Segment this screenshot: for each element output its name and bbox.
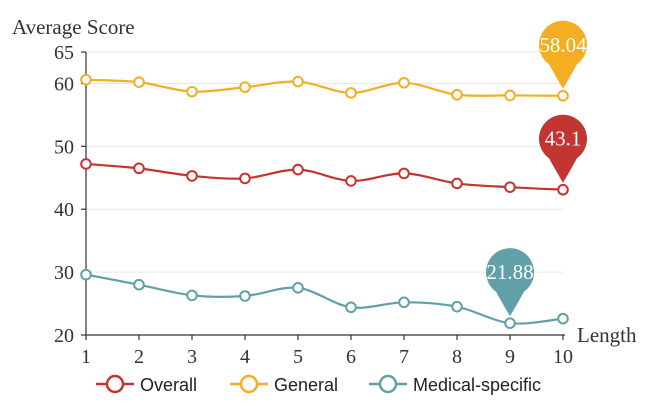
data-point-medical-specific-7 bbox=[398, 296, 410, 309]
marker-pin-general: 58.04 bbox=[539, 20, 587, 89]
marker-pin-label-overall: 43.1 bbox=[545, 127, 582, 151]
x-tick-label-6: 6 bbox=[346, 346, 356, 368]
data-point-overall-8 bbox=[451, 177, 463, 190]
y-tick-label-40: 40 bbox=[54, 199, 74, 221]
legend-item-general: General bbox=[230, 374, 338, 395]
marker-pin-label-medical-specific: 21.88 bbox=[486, 260, 533, 284]
data-point-medical-specific-6 bbox=[345, 301, 357, 314]
data-point-overall-1 bbox=[80, 158, 92, 170]
x-tick-label-5: 5 bbox=[293, 346, 303, 368]
data-point-overall-6 bbox=[345, 175, 357, 187]
marker-pin-medical-specific: 21.88 bbox=[486, 248, 534, 317]
y-tick-label-30: 30 bbox=[54, 262, 74, 284]
data-point-overall-2 bbox=[133, 162, 145, 175]
x-tick-label-8: 8 bbox=[452, 346, 462, 368]
marker-pin-overall: 43.1 bbox=[539, 114, 587, 183]
legend-label-overall: Overall bbox=[140, 375, 197, 395]
data-point-general-8 bbox=[451, 88, 463, 101]
data-point-general-5 bbox=[292, 75, 304, 88]
legend-item-medical-specific: Medical-specific bbox=[369, 374, 541, 395]
pin-layer: 43.1 58.04 21.88 bbox=[486, 20, 587, 317]
grid-layer bbox=[86, 51, 563, 273]
legend-label-medical-specific: Medical-specific bbox=[413, 375, 541, 395]
data-point-medical-specific-2 bbox=[133, 278, 145, 291]
data-point-medical-specific-4 bbox=[239, 290, 251, 302]
x-tick-label-4: 4 bbox=[240, 346, 250, 368]
legend-label-general: General bbox=[274, 375, 338, 395]
data-point-general-9 bbox=[504, 89, 516, 102]
x-tick-label-1: 1 bbox=[81, 346, 91, 368]
marker-pin-label-general: 58.04 bbox=[539, 33, 587, 57]
data-point-general-1 bbox=[80, 73, 92, 86]
series-overall bbox=[80, 158, 569, 196]
series-medical-specific bbox=[80, 268, 569, 329]
data-point-overall-9 bbox=[504, 181, 516, 194]
legend-marker-general bbox=[239, 374, 259, 394]
series-line-overall bbox=[85, 162, 564, 191]
series-general bbox=[80, 73, 569, 102]
x-tick-label-9: 9 bbox=[505, 346, 515, 368]
marker-pin-shape-medical-specific bbox=[486, 248, 534, 317]
data-point-general-6 bbox=[345, 87, 357, 99]
data-point-medical-specific-1 bbox=[80, 268, 92, 281]
y-tick-label-20: 20 bbox=[54, 325, 74, 347]
data-point-medical-specific-5 bbox=[292, 282, 304, 294]
legend-marker-overall bbox=[105, 374, 125, 394]
legend-marker-medical-specific bbox=[378, 374, 398, 394]
x-tick-label-10: 10 bbox=[553, 346, 573, 368]
x-axis-title: Length bbox=[577, 323, 637, 347]
y-axis-title: Average Score bbox=[12, 15, 135, 39]
data-point-general-7 bbox=[398, 77, 410, 89]
series-line-general bbox=[85, 78, 564, 97]
data-point-general-2 bbox=[133, 76, 145, 88]
data-point-medical-specific-8 bbox=[451, 300, 463, 313]
series-line-medical-specific bbox=[85, 273, 564, 325]
x-tick-label-2: 2 bbox=[134, 346, 144, 368]
data-point-overall-3 bbox=[186, 170, 198, 182]
legend-item-overall: Overall bbox=[96, 374, 197, 395]
data-point-overall-4 bbox=[239, 172, 251, 185]
data-point-general-3 bbox=[186, 85, 198, 98]
marker-pin-shape-overall bbox=[539, 114, 587, 183]
data-point-general-4 bbox=[239, 81, 251, 94]
series-layer bbox=[80, 73, 569, 329]
x-tick-label-7: 7 bbox=[399, 346, 409, 368]
data-point-medical-specific-10 bbox=[557, 312, 569, 325]
x-tick-label-3: 3 bbox=[187, 346, 197, 368]
marker-pin-shape-general bbox=[539, 20, 587, 89]
y-tick-label-65: 65 bbox=[54, 42, 74, 64]
data-point-general-10 bbox=[557, 89, 569, 102]
data-point-medical-specific-9 bbox=[504, 317, 516, 329]
data-point-medical-specific-3 bbox=[186, 289, 198, 302]
legend: Overall General Medical-specific bbox=[96, 374, 541, 395]
y-tick-label-60: 60 bbox=[54, 73, 74, 95]
y-tick-label-50: 50 bbox=[54, 136, 74, 158]
data-point-overall-10 bbox=[557, 183, 569, 196]
axis-layer: 20 30 40 50 60 65 1 2 3 4 5 6 7 8 9 10 Average Score Leng… bbox=[12, 15, 637, 368]
data-point-overall-5 bbox=[292, 163, 304, 176]
data-point-overall-7 bbox=[398, 167, 410, 180]
